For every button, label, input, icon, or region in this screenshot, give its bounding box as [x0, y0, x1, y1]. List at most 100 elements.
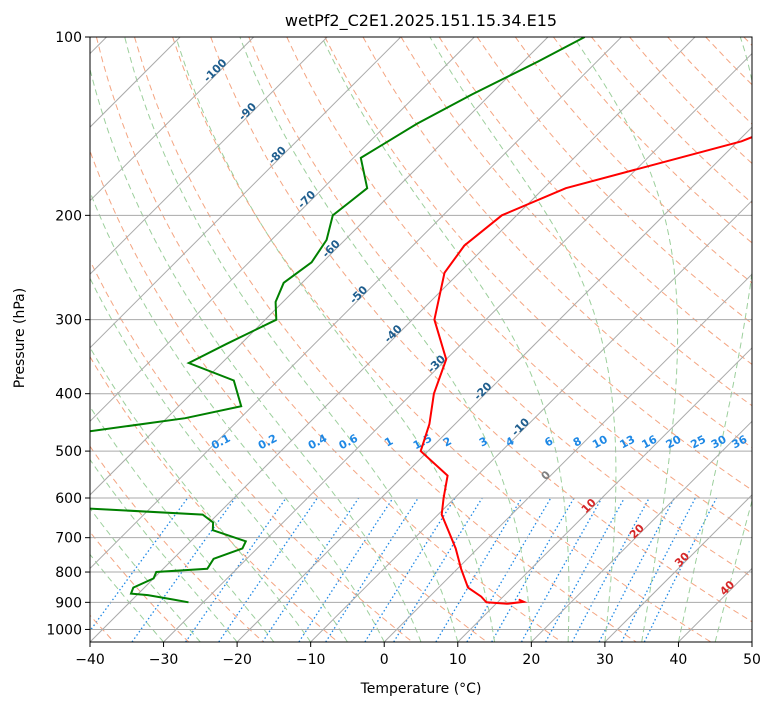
mixing-ratio-label: 1.5	[411, 432, 434, 453]
mixing-ratio-line	[571, 497, 650, 642]
moist-adiabat-line	[677, 37, 752, 642]
isotherm-label: -50	[347, 283, 370, 306]
y-tick-label: 200	[55, 208, 82, 224]
x-axis-ticks: −40 −30 −20 −10 0 10 20 30 40 50	[75, 642, 761, 668]
mixing-ratio-label: 20	[664, 433, 684, 452]
y-tick-label: 300	[55, 313, 82, 329]
moist-adiabat-line	[751, 640, 752, 642]
y-tick-label: 800	[55, 565, 82, 581]
isotherm-label: -90	[236, 100, 259, 123]
isotherm-gridline	[751, 641, 752, 642]
mixing-ratio-label: 36	[730, 433, 750, 452]
dry-adiabat-line	[134, 37, 637, 642]
temperature-profile-line	[419, 136, 752, 605]
dry-adiabat-line	[95, 37, 562, 642]
x-tick-label: −30	[149, 652, 179, 668]
moist-adiabat-line	[90, 346, 312, 642]
isotherm-label: -20	[471, 379, 494, 402]
mixing-ratio-line	[218, 497, 318, 642]
y-tick-label: 600	[55, 491, 82, 507]
moist-adiabat-line	[90, 405, 275, 642]
isotherm-gridline	[310, 199, 752, 642]
isotherm-gridline	[90, 37, 475, 423]
x-tick-label: −20	[222, 652, 252, 668]
moist-adiabat-line	[124, 37, 459, 642]
mixing-ratio-label: 1	[382, 434, 395, 449]
isotherm-gridline	[236, 126, 752, 642]
isotherm-gridlines	[90, 37, 752, 642]
dry-adiabats	[90, 37, 752, 642]
isotherm-label-warm: 40	[717, 578, 737, 598]
dry-adiabat-line	[90, 259, 413, 642]
moist-adiabat-line	[90, 553, 164, 642]
mixing-ratio-line	[90, 497, 189, 632]
mixing-ratio-line	[261, 497, 360, 642]
moist-adiabat-line	[321, 37, 570, 642]
moist-adiabat-line	[239, 37, 532, 642]
x-tick-label: −40	[75, 652, 105, 668]
dewpoint-profile-line	[90, 37, 586, 604]
moist-adiabat-line	[714, 498, 752, 642]
mixing-ratio-label: 0.1	[209, 432, 232, 453]
isotherm-gridline	[530, 420, 752, 642]
isotherm-gridline	[90, 37, 622, 570]
mixing-ratio-lines	[90, 497, 718, 642]
isotherm-label-warm: 30	[672, 549, 692, 569]
x-tick-label: 50	[743, 652, 761, 668]
mixing-ratio-label: 16	[640, 433, 660, 452]
y-tick-label: 500	[55, 444, 82, 460]
moist-adiabat-line	[90, 458, 238, 642]
pressure-gridlines	[90, 37, 752, 630]
mixing-ratio-line	[131, 497, 236, 642]
dry-adiabat-line	[553, 37, 752, 244]
isotherm-label-warm: 10	[579, 496, 599, 516]
moist-adiabat-line	[90, 277, 348, 642]
isotherm-label: -80	[266, 144, 289, 167]
isotherm-gridline	[90, 37, 328, 275]
mixing-ratio-label: 0.4	[306, 432, 330, 453]
isotherm-label: -70	[295, 188, 318, 211]
isotherm-gridline	[90, 37, 255, 202]
x-axis-title: Temperature (°C)	[360, 681, 482, 697]
plot-frame	[89, 36, 753, 643]
y-tick-label: 100	[55, 30, 82, 46]
isotherm-gridline	[383, 273, 752, 642]
x-tick-label: −10	[296, 652, 326, 668]
mixing-ratio-line	[435, 497, 523, 642]
mixing-ratio-line	[643, 497, 718, 642]
sounding-series	[90, 37, 752, 605]
mixing-ratio-label: 30	[709, 433, 729, 452]
y-tick-label: 900	[55, 595, 82, 611]
moist-adiabat-line	[90, 507, 201, 642]
dry-adiabat-line	[400, 37, 752, 407]
mixing-ratio-line	[364, 497, 456, 642]
y-tick-label: 400	[55, 387, 82, 403]
mixing-ratio-line	[393, 497, 483, 642]
isotherm-gridline	[90, 37, 696, 642]
y-axis-ticks: 100 200 300 400 500 600 700 800 900 1000	[46, 30, 90, 638]
x-tick-label: 0	[380, 652, 389, 668]
isotherm-gridline	[90, 37, 402, 349]
mixing-ratio-label: 13	[618, 433, 638, 452]
dry-adiabat-line	[629, 37, 752, 165]
dry-adiabat-line	[476, 37, 752, 325]
isotherm-label: -60	[320, 237, 343, 260]
dry-adiabat-line	[90, 149, 488, 642]
mixing-ratio-line	[598, 497, 675, 642]
line-labels: 0.1 0.2 0.4 0.6 1 1.5 2 3 4 6 8 10 13 16 20 25 30 36-100-…	[201, 56, 750, 598]
dry-adiabat-line	[286, 37, 752, 534]
dry-adiabat-line	[248, 37, 752, 578]
moist-adiabat-line	[573, 37, 679, 642]
profiles	[90, 37, 752, 605]
dry-adiabat-line	[90, 531, 190, 642]
x-tick-label: 30	[596, 652, 614, 668]
dry-adiabat-line	[324, 37, 752, 491]
y-axis-title: Pressure (hPa)	[12, 288, 28, 388]
y-tick-label: 1000	[46, 622, 82, 638]
mixing-ratio-line	[298, 497, 394, 642]
dry-adiabat-line	[90, 355, 339, 642]
x-tick-label: 20	[522, 652, 540, 668]
isotherm-gridline	[604, 494, 752, 642]
mixing-ratio-label: 3	[477, 434, 490, 449]
